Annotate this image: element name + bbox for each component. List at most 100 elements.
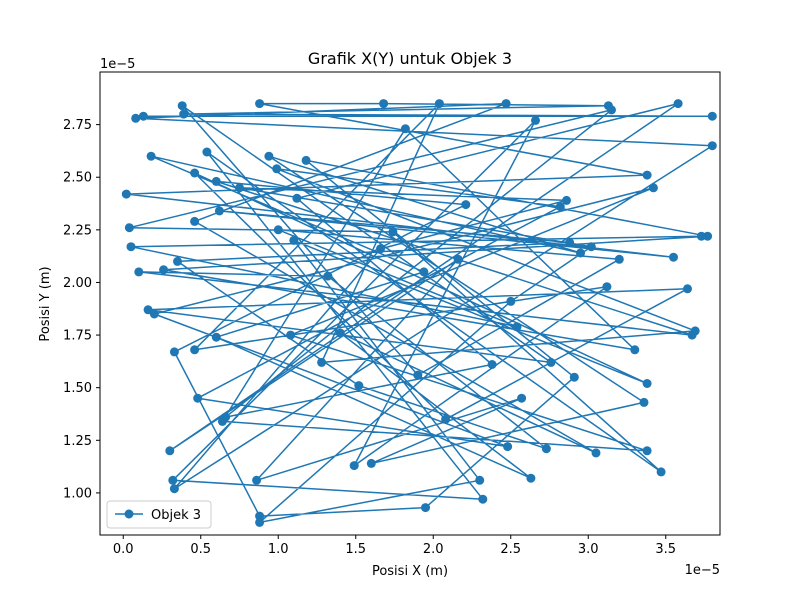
data-point [301,155,311,165]
x-tick-label: 1.5 [345,542,366,557]
data-point [379,99,389,109]
data-point [541,444,551,454]
data-point [214,206,224,216]
data-point [235,183,244,193]
data-point [639,397,649,407]
data-point [335,328,345,338]
data-point [400,124,410,134]
y-tick-label: 2.00 [63,276,92,291]
y-tick-label: 2.25 [63,223,92,238]
data-point [441,414,451,424]
data-point [648,183,658,193]
data-point [421,503,430,513]
x-axis-label: Posisi X (m) [372,564,448,579]
data-point [169,347,179,357]
x-axis-ticks: 0.0 0.5 1.0 1.5 2.0 2.5 3.0 3.5 [113,535,676,557]
data-point [569,372,579,382]
data-point [512,322,522,332]
data-point [642,379,652,388]
x-tick-label: 1.0 [268,542,289,557]
data-point [434,99,444,109]
data-point [126,242,136,252]
data-point [143,305,153,315]
data-point [165,446,175,456]
data-point [131,113,141,123]
data-point [202,147,212,157]
data-point [656,467,666,477]
data-point [211,332,221,342]
data-point [376,244,385,254]
data-point [179,109,189,119]
data-point [683,284,692,294]
data-point [501,99,511,109]
data-point [690,326,700,336]
data-point [190,345,200,355]
data-point [607,105,616,115]
data-point [696,231,706,241]
legend-box [106,500,212,529]
data-point [273,225,283,235]
data-point [159,265,169,275]
data-point [526,473,536,483]
data-point [272,164,282,174]
data-point [531,115,540,125]
data-point [221,412,231,422]
data-point [264,151,274,161]
data-point [177,101,187,111]
data-point [630,345,640,355]
data-point [673,99,683,109]
x-tick-label: 0.0 [113,542,134,557]
y-axis-label: Posisi Y (m) [38,266,53,341]
data-point [190,216,200,226]
plot-frame [99,71,721,536]
chart-title: Grafik X(Y) untuk Objek 3 [308,49,512,68]
data-point [413,370,423,380]
data-point [255,99,265,109]
data-point [146,151,156,161]
x-offset-label: 1e−5 [685,563,720,578]
data-point [388,227,398,237]
data-point [562,195,571,205]
y-tick-label: 2.50 [63,171,92,186]
data-point [138,111,148,121]
data-point [255,511,265,521]
data-point [134,267,144,277]
data-point [252,475,262,485]
data-point [168,475,178,485]
data-point [503,442,513,452]
data-point [173,256,182,266]
data-point [707,111,717,121]
y-tick-label: 1.75 [63,329,92,344]
data-point [669,252,678,262]
y-tick-label: 1.50 [63,381,92,396]
data-point [190,168,200,178]
data-point [193,393,203,403]
x-tick-label: 2.0 [423,542,444,557]
data-point [475,475,485,485]
data-point [124,223,134,233]
legend-label: Objek 3 [151,508,201,523]
data-point [461,200,471,210]
y-tick-label: 1.00 [63,486,92,501]
data-point [349,461,359,471]
data-point [211,176,221,186]
data-point [555,202,565,212]
data-point [323,271,333,281]
series-layer [121,99,717,527]
legend: Objek 3 [106,500,212,529]
data-point [546,357,556,367]
data-point [354,381,364,391]
y-axis-ticks: 1.00 1.25 1.50 1.75 2.00 2.25 2.50 2.75 [63,118,100,501]
y-offset-label: 1e−5 [100,57,135,72]
data-point [121,189,131,199]
data-point [292,193,302,203]
data-point [419,267,429,277]
data-point [642,170,652,180]
data-point [614,254,624,264]
data-point [602,282,612,292]
data-point [586,242,596,252]
data-point [506,296,516,306]
data-point [591,448,601,458]
data-point [487,360,497,369]
data-point [453,254,463,264]
